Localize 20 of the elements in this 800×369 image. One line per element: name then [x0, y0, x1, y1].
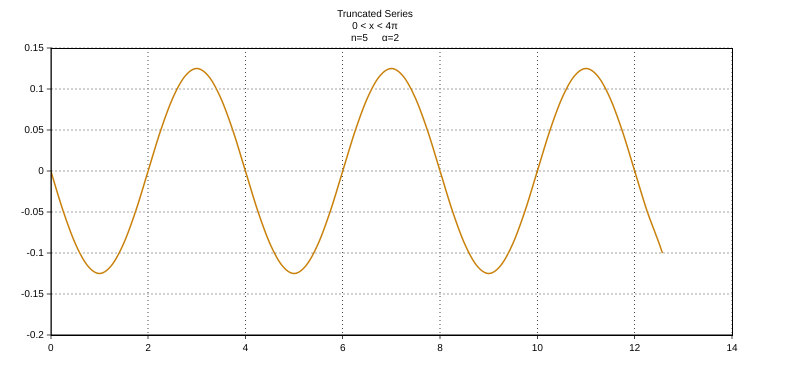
- x-tick-label: 4: [242, 342, 249, 354]
- x-tick-label: 2: [145, 342, 152, 354]
- line-series: [50, 68, 664, 274]
- y-tick-label: 0.1: [30, 84, 44, 95]
- chart-subtitle: 0 < x < 4π: [352, 20, 398, 32]
- chart-title: Truncated Series: [337, 8, 413, 20]
- text: n=5 α=2: [350, 32, 400, 44]
- x-tick-label: 6: [340, 342, 346, 354]
- x-tick-label: 8: [437, 342, 444, 354]
- x-tick-label: 12: [629, 342, 641, 354]
- x-tick-label: 10: [532, 342, 544, 354]
- y-tick-label: 0: [38, 166, 44, 177]
- y-tick-label: 0.15: [24, 42, 44, 54]
- y-tick-label: -0.2: [26, 330, 44, 341]
- x-tick-label: 14: [726, 342, 738, 354]
- x-tick-label: 0: [48, 342, 54, 354]
- y-tick-label: -0.1: [26, 248, 44, 259]
- y-tick-label: 0.05: [24, 124, 44, 136]
- y-tick-label: -0.05: [20, 206, 44, 218]
- y-tick-label: -0.15: [20, 288, 44, 300]
